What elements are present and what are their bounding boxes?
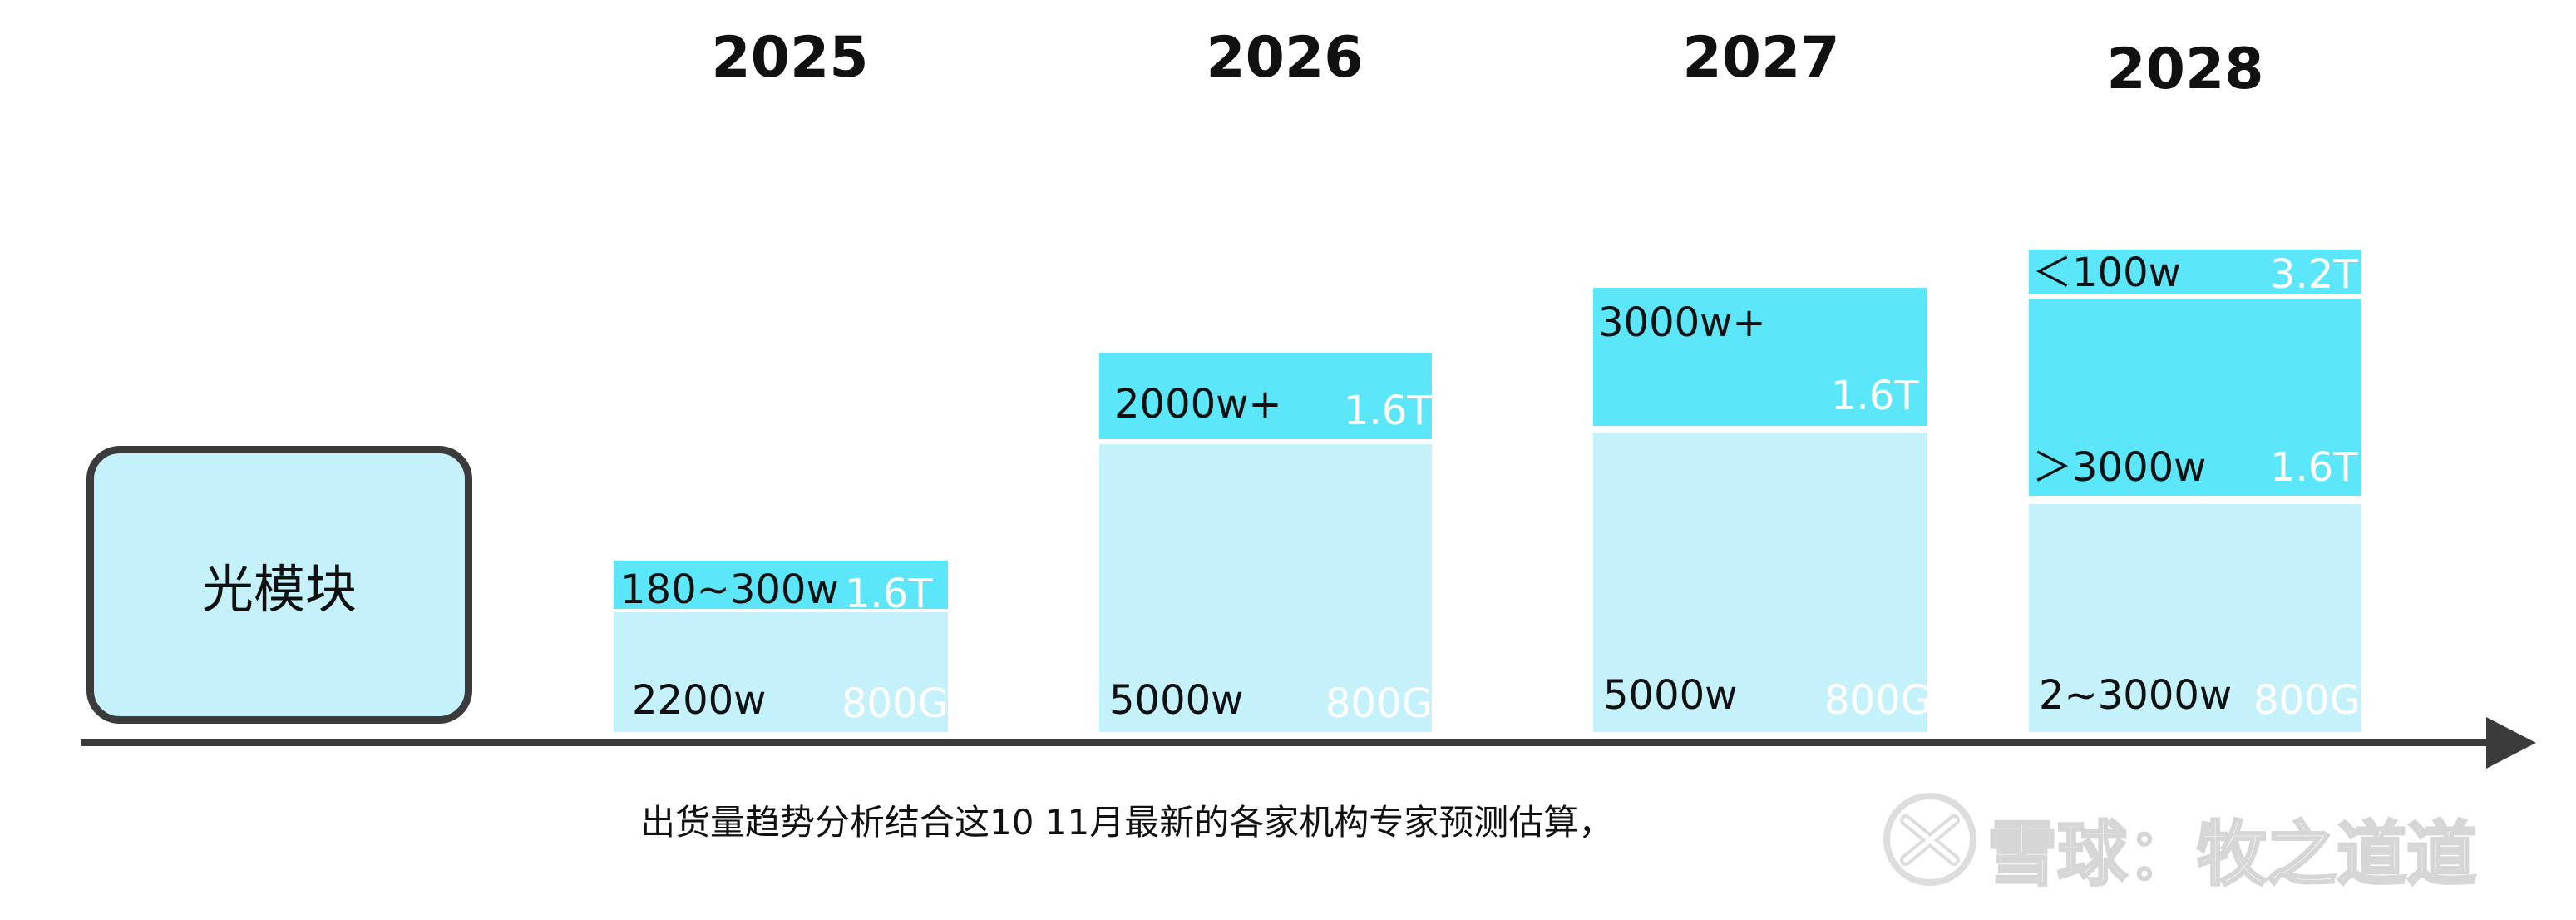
footnote: 出货量趋势分析结合这10 11月最新的各家机构专家预测估算， [640,802,1614,843]
bar-2025-800g-volume: 2200w [632,677,767,724]
bar-2027-1-6t-spec: 1.6T [1831,373,1919,419]
bar-2028-800g-volume: 2~3000w [2039,672,2233,719]
bar-2027-1-6t [1593,288,1927,426]
category-label: 光模块 [201,559,357,620]
bar-2028-1-6t-volume: ＞3000w [2032,444,2207,491]
bar-2028-3-2t [2029,250,2361,294]
bar-2026-800g-volume: 5000w [1109,677,1244,724]
year-label-2025: 2025 [711,25,869,91]
bar-2028-1-6t [2029,299,2361,496]
bar-2026-800g [1099,444,1432,732]
xueqiu-logo-icon [1881,790,1979,892]
bar-2027-1-6t-volume: 3000w+ [1598,299,1766,346]
watermark-text: 雪球：牧之道道 [1986,813,2477,897]
bar-2028-3-2t-spec: 3.2T [2270,251,2358,298]
category-box: 光模块 [86,446,472,724]
bar-2028-800g-spec: 800G [2253,677,2361,724]
bar-2027-800g [1593,433,1927,732]
bar-2028-800g [2029,504,2361,732]
bar-2025-800g [614,612,948,732]
bar-2025-1-6t-volume: 180~300w [620,566,839,613]
year-label-2028: 2028 [2106,37,2264,102]
bar-2027-800g-spec: 800G [1824,677,1932,724]
bar-2026-1-6t-spec: 1.6T [1344,388,1432,434]
bar-2026-800g-spec: 800G [1325,680,1433,727]
bar-2025-1-6t [614,561,948,609]
bar-2026-1-6t [1099,353,1432,439]
timeline-axis [81,739,2493,746]
bar-2025-1-6t-spec: 1.6T [845,571,933,617]
year-label-2026: 2026 [1206,25,1364,91]
bar-2028-1-6t-spec: 1.6T [2270,444,2358,491]
bar-2028-3-2t-volume: ＜100w [2032,250,2181,296]
year-label-2027: 2027 [1682,25,1840,91]
bar-2027-800g-volume: 5000w [1603,672,1738,719]
bar-2025-800g-spec: 800G [841,680,949,727]
timeline-arrowhead [2486,717,2536,769]
bar-2026-1-6t-volume: 2000w+ [1114,381,1282,428]
